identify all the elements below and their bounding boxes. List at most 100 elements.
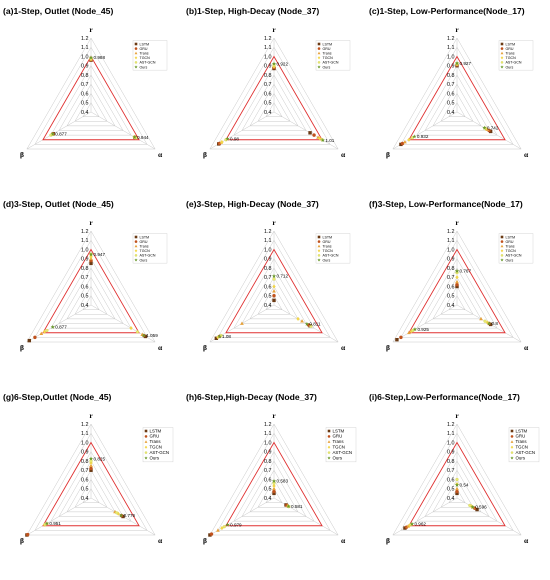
grid-ring: [257, 478, 291, 508]
legend-marker: [134, 65, 138, 69]
data-label: 0.583: [277, 479, 289, 484]
data-point: [121, 514, 125, 519]
data-point: [272, 64, 276, 69]
data-point: [455, 477, 459, 482]
grid-ring: [432, 469, 482, 513]
legend-marker: [317, 47, 321, 50]
legend-marker: [144, 440, 148, 443]
grid-ring: [233, 451, 315, 522]
legend-marker: [144, 435, 148, 438]
legend-marker: [500, 61, 504, 64]
legend-label: Ours: [333, 455, 343, 460]
tick-label: 1.2: [81, 229, 89, 235]
grid-ring: [209, 230, 339, 343]
tick-label: 0.4: [447, 496, 455, 502]
legend-label: TGCN: [323, 249, 334, 253]
legend-label: AST-GCN: [506, 254, 522, 258]
tick-label: 0.9: [264, 64, 272, 70]
legend-label: GRU: [506, 47, 514, 51]
legend-label: LSTM: [150, 428, 162, 433]
tick-label: 1.1: [264, 431, 272, 437]
grid-ring: [50, 451, 132, 522]
grid-ring: [34, 46, 148, 145]
legend-label: TGCN: [333, 445, 345, 450]
data-point: [33, 335, 37, 340]
grid-ring: [265, 488, 283, 503]
radar-plot: 0.4 0.5 0.6 0.7 0.8 0.9 1.0 1.1 1.2r β α 0.922 0.98 1…: [203, 25, 351, 159]
panel-title: (g)6-Step,Outlet (Node_45): [3, 392, 112, 402]
tick-label: 0.8: [264, 266, 272, 272]
tick-label: 1.1: [81, 431, 89, 437]
data-point: [50, 131, 55, 136]
tick-label: 1.0: [264, 54, 272, 60]
tick-label: 0.9: [264, 257, 272, 263]
data-point: [272, 298, 276, 303]
radar-panel: (a)1-Step, Outlet (Node_45) 0.4 0.5 0.6 0.7 0…: [0, 0, 183, 193]
grid-ring: [432, 276, 482, 320]
boundary-triangle: [408, 55, 506, 141]
data-point: [454, 268, 460, 273]
data-point: [45, 328, 49, 333]
data-label: 0.98: [230, 136, 239, 141]
tick-label: 0.5: [81, 101, 89, 107]
data-point: [412, 134, 417, 139]
grid-ring: [424, 74, 490, 131]
data-point: [479, 316, 483, 321]
axis-spoke: [26, 111, 92, 150]
radar-plot: 0.4 0.5 0.6 0.7 0.8 0.9 1.0 1.1 1.2r β α 0.825 0.951…: [20, 411, 174, 545]
data-label: 0.944: [137, 135, 149, 140]
data-point: [308, 131, 312, 135]
axis-name: β: [386, 343, 390, 352]
data-label: 0.877: [55, 132, 67, 137]
grid-ring: [400, 239, 514, 338]
grid-ring: [66, 469, 116, 513]
axis-name: r: [272, 411, 276, 420]
grid-ring: [82, 488, 100, 503]
tick-label: 0.5: [447, 101, 455, 107]
legend-label: AST-GCN: [140, 61, 156, 65]
tick-label: 1.2: [447, 229, 455, 235]
tick-label: 0.7: [264, 468, 272, 474]
legend-label: Trans: [516, 439, 528, 444]
data-point: [132, 134, 137, 139]
data-point: [26, 532, 30, 537]
grid-ring: [241, 74, 307, 131]
tick-label: 1.1: [447, 431, 455, 437]
axis-name: r: [455, 411, 459, 420]
legend-marker: [500, 235, 504, 239]
legend-box: [498, 40, 534, 71]
legend-label: AST-GCN: [150, 450, 170, 455]
grid-ring: [424, 267, 490, 324]
legend-marker: [510, 429, 514, 433]
data-point: [272, 491, 276, 496]
tick-label: 0.6: [81, 477, 89, 483]
data-point: [454, 482, 460, 487]
tick-label: 0.6: [447, 91, 455, 97]
panel-title: (h)6-Step,High-Decay (Node_37): [186, 392, 317, 402]
legend-label: Trans: [140, 52, 149, 56]
data-point: [395, 337, 399, 342]
legend-box: [315, 233, 351, 264]
legend-label: Ours: [506, 65, 514, 69]
data-point: [407, 330, 411, 335]
grid-ring: [424, 460, 490, 517]
tick-label: 0.7: [264, 275, 272, 281]
legend-label: Trans: [323, 52, 332, 56]
grid-ring: [440, 478, 474, 508]
axis-name: α: [158, 150, 163, 159]
axis-name: α: [158, 536, 163, 545]
legend-marker: [510, 456, 514, 460]
tick-label: 0.5: [264, 294, 272, 300]
tick-label: 0.8: [447, 73, 455, 79]
panel-title: (d)3-Step, Outlet (Node_45): [3, 199, 114, 209]
data-point: [483, 319, 487, 323]
grid-ring: [217, 239, 331, 338]
tick-label: 1.2: [81, 36, 89, 42]
grid-ring: [440, 285, 474, 315]
legend-label: Trans: [506, 245, 515, 249]
tick-label: 1.2: [447, 422, 455, 428]
